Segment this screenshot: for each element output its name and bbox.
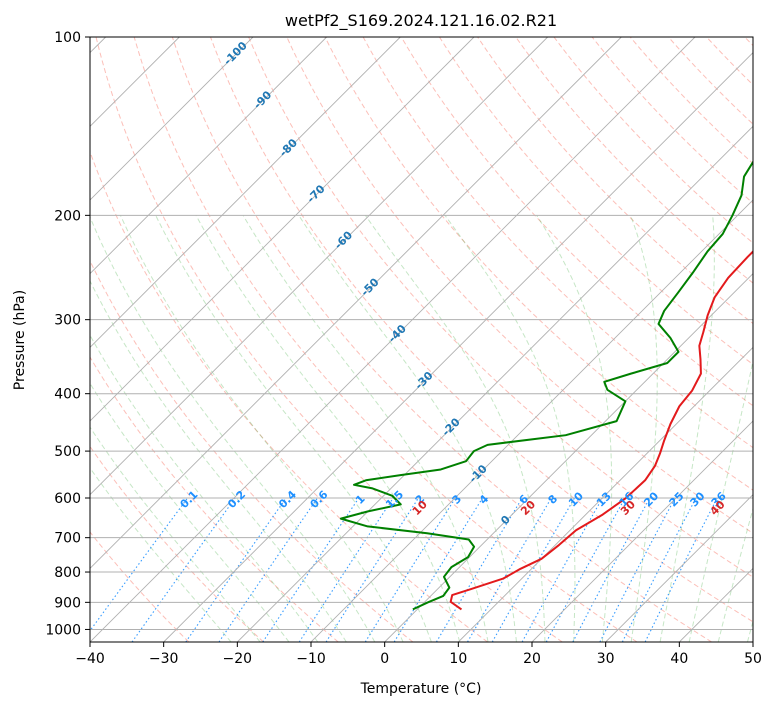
isotherm	[310, 199, 753, 642]
x-tick-label: −20	[223, 651, 253, 667]
moist-adiabat	[90, 334, 319, 642]
isotherm	[90, 37, 475, 422]
moist-adiabat	[364, 215, 546, 642]
mixing-ratio-line	[185, 497, 287, 642]
x-tick-label: 50	[744, 651, 762, 667]
y-tick-label: 600	[54, 491, 81, 507]
dry-adiabat	[439, 37, 753, 366]
x-tick-label: −30	[149, 651, 179, 667]
isotherm	[90, 37, 622, 569]
y-tick-label: 700	[54, 531, 81, 547]
mixing-ratio-line	[467, 497, 552, 642]
moist-adiabat	[242, 215, 489, 642]
y-tick-label: 500	[54, 444, 81, 460]
y-tick-label: 300	[54, 313, 81, 329]
moist-adiabat	[659, 215, 715, 642]
isotherm	[90, 37, 254, 201]
mixing-ratio-line	[393, 497, 483, 642]
y-tick-label: 900	[54, 595, 81, 611]
moist-adiabat	[298, 215, 517, 642]
y-tick-label: 400	[54, 387, 81, 403]
isotherm	[90, 37, 696, 642]
isotherm	[90, 37, 401, 348]
dewpoint-profile	[339, 160, 753, 611]
y-tick-label: 200	[54, 208, 81, 224]
x-tick-label: 20	[523, 651, 541, 667]
x-tick-label: −40	[75, 651, 105, 667]
dry-adiabat	[210, 37, 753, 623]
mixing-ratio-line	[644, 497, 718, 642]
dry-adiabat	[90, 531, 190, 642]
moist-adiabat	[90, 215, 376, 642]
y-tick-label: 100	[54, 30, 81, 46]
moist-adiabat	[195, 215, 461, 642]
y-axis-label: Pressure (hPa)	[12, 290, 28, 390]
x-tick-label: 0	[380, 651, 389, 667]
x-axis-label: Temperature (°C)	[360, 681, 482, 697]
plot-frame	[89, 36, 754, 643]
isotherm	[90, 37, 548, 496]
isotherm	[531, 420, 753, 642]
moist-adiabat	[90, 467, 232, 642]
x-tick-label: 40	[670, 651, 688, 667]
x-tick-label: 30	[597, 651, 615, 667]
mixing-ratio-line	[364, 497, 456, 642]
mixing-ratio-line	[262, 497, 360, 642]
isotherm	[90, 37, 327, 275]
isotherm	[605, 494, 753, 642]
temperature-profile	[449, 250, 753, 611]
isotherm	[458, 346, 753, 642]
x-tick-label: −10	[296, 651, 326, 667]
dry-adiabat	[90, 445, 264, 642]
mixing-ratio-line	[435, 497, 523, 642]
moist-adiabat	[155, 215, 432, 642]
y-tick-label: 1000	[45, 622, 81, 638]
moist-adiabat	[630, 215, 658, 642]
moist-adiabat	[120, 215, 404, 642]
chart-title: wetPf2_S169.2024.121.16.02.R21	[285, 11, 557, 31]
dry-adiabat	[90, 356, 339, 642]
dry-adiabat	[133, 37, 638, 642]
moist-adiabat	[536, 215, 613, 642]
isotherm	[384, 273, 753, 642]
isotherm	[237, 125, 753, 642]
moist-adiabat	[90, 279, 347, 642]
x-tick-label: 10	[449, 651, 467, 667]
dry-adiabat	[515, 37, 753, 284]
mixing-ratio-line	[599, 497, 676, 642]
moist-adiabat	[688, 358, 753, 642]
mixing-ratio-line	[218, 497, 318, 642]
moist-adiabat	[90, 426, 261, 642]
mixing-ratio-line	[325, 497, 419, 642]
y-tick-label: 800	[54, 565, 81, 581]
mixing-ratio-line	[621, 497, 697, 642]
dry-adiabat	[400, 37, 753, 407]
dry-adiabat	[95, 37, 563, 642]
mixing-ratio-line	[131, 497, 236, 642]
dry-adiabat	[324, 37, 753, 491]
dry-adiabat	[248, 37, 753, 578]
isotherm	[163, 52, 753, 642]
mixing-ratio-line	[298, 497, 394, 642]
dry-adiabat	[171, 37, 712, 642]
